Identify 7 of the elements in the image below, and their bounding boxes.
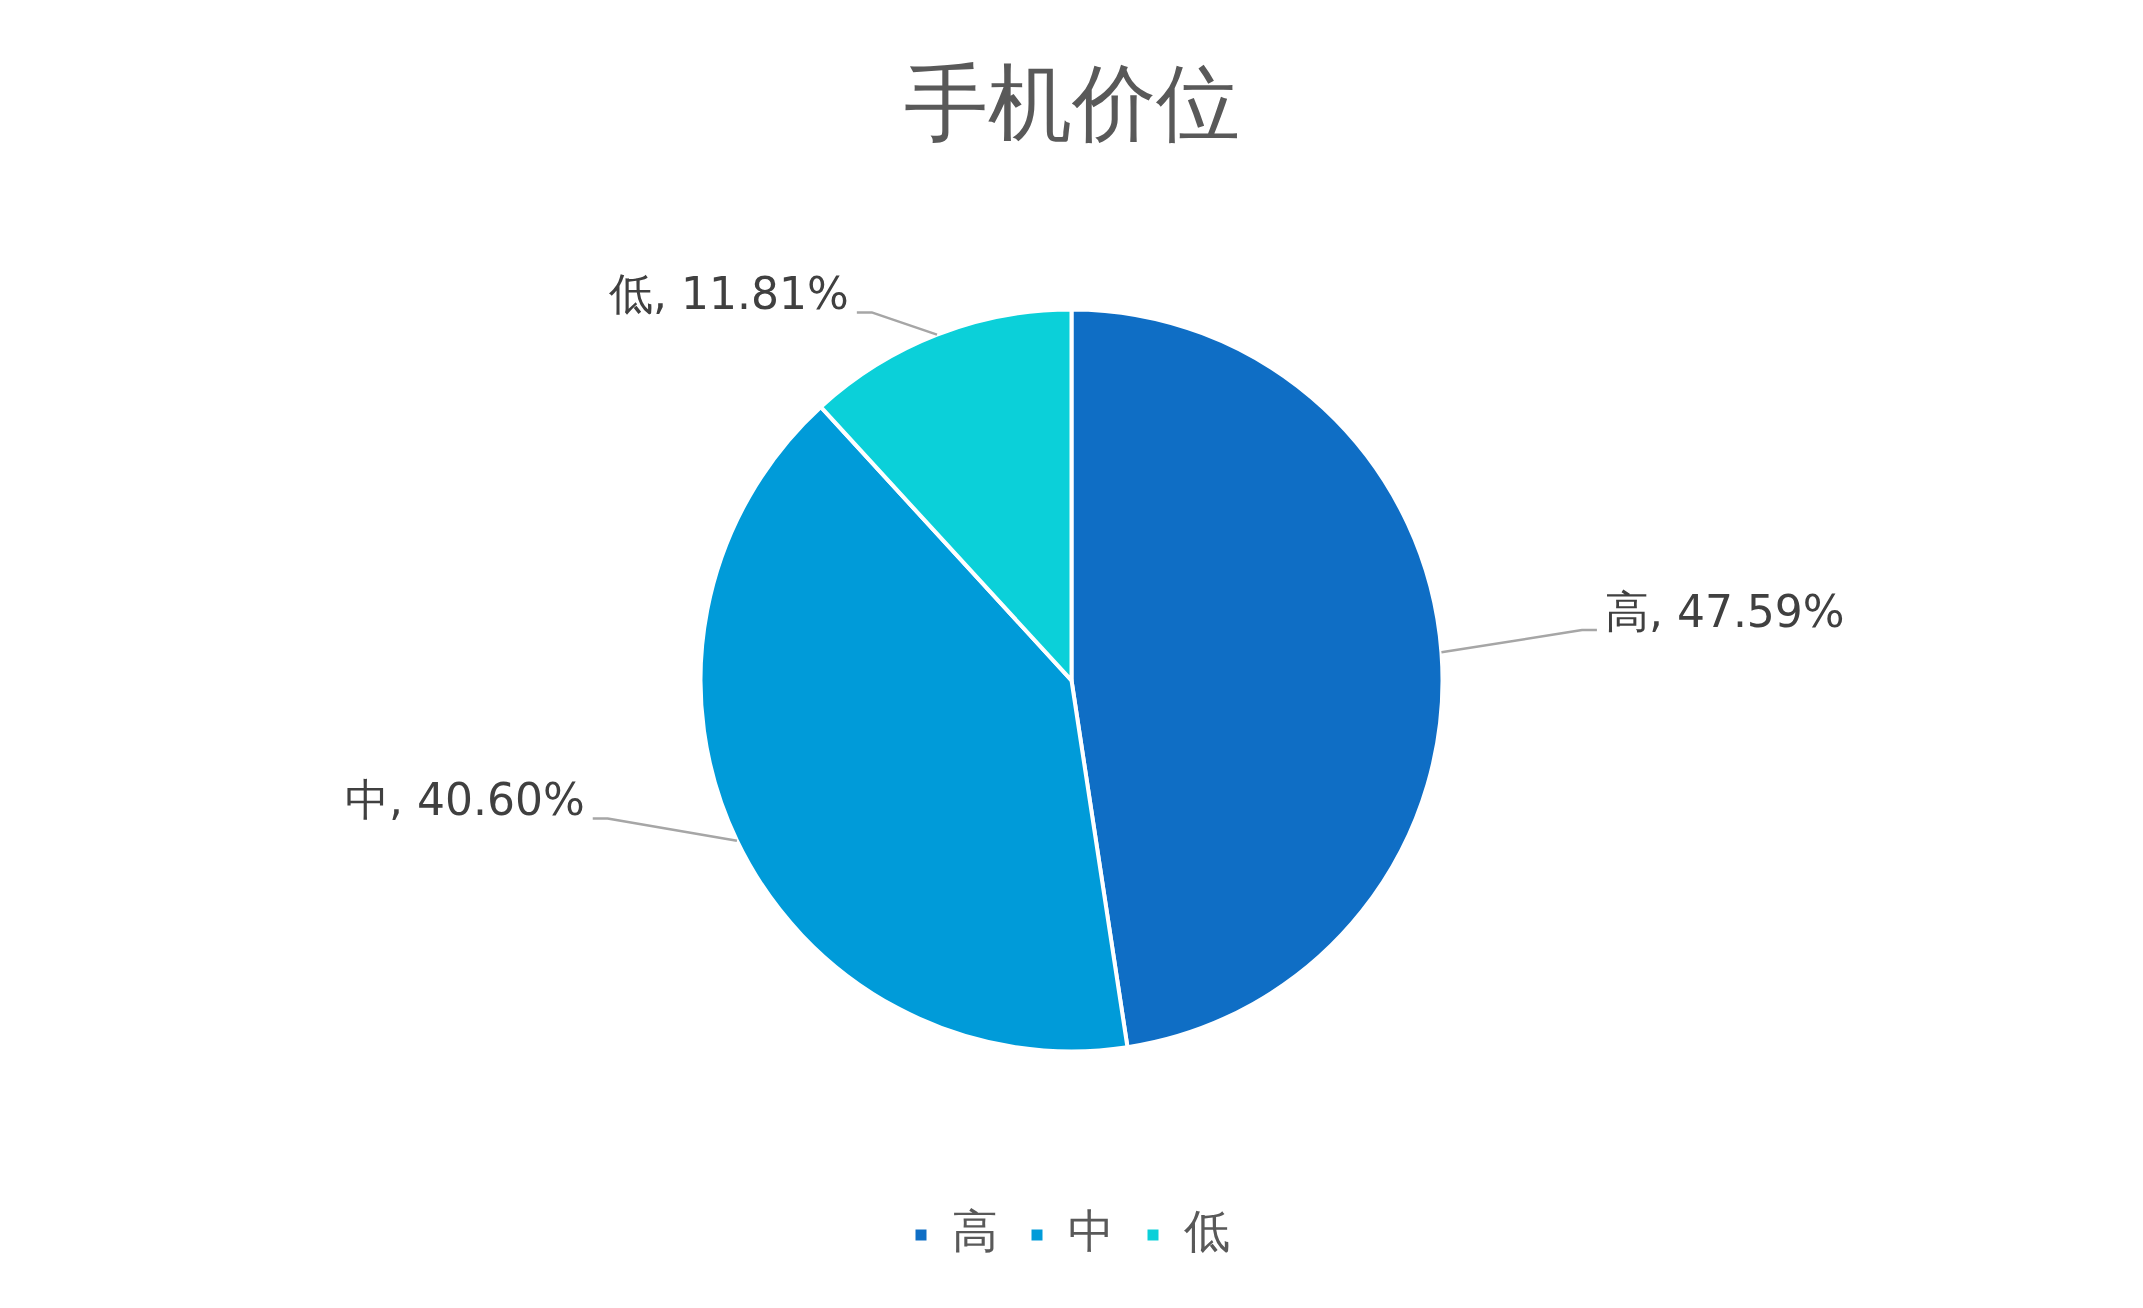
data-label: 低, 11.81% <box>609 267 849 319</box>
legend-label: 低 <box>1183 1203 1230 1258</box>
data-label: 高, 47.59% <box>1604 585 1845 637</box>
legend-label: 中 <box>1067 1203 1114 1258</box>
data-label: 中, 40.60% <box>344 774 585 826</box>
legend-label: 高 <box>951 1203 998 1258</box>
chart-title: 手机价位 <box>903 54 1240 153</box>
